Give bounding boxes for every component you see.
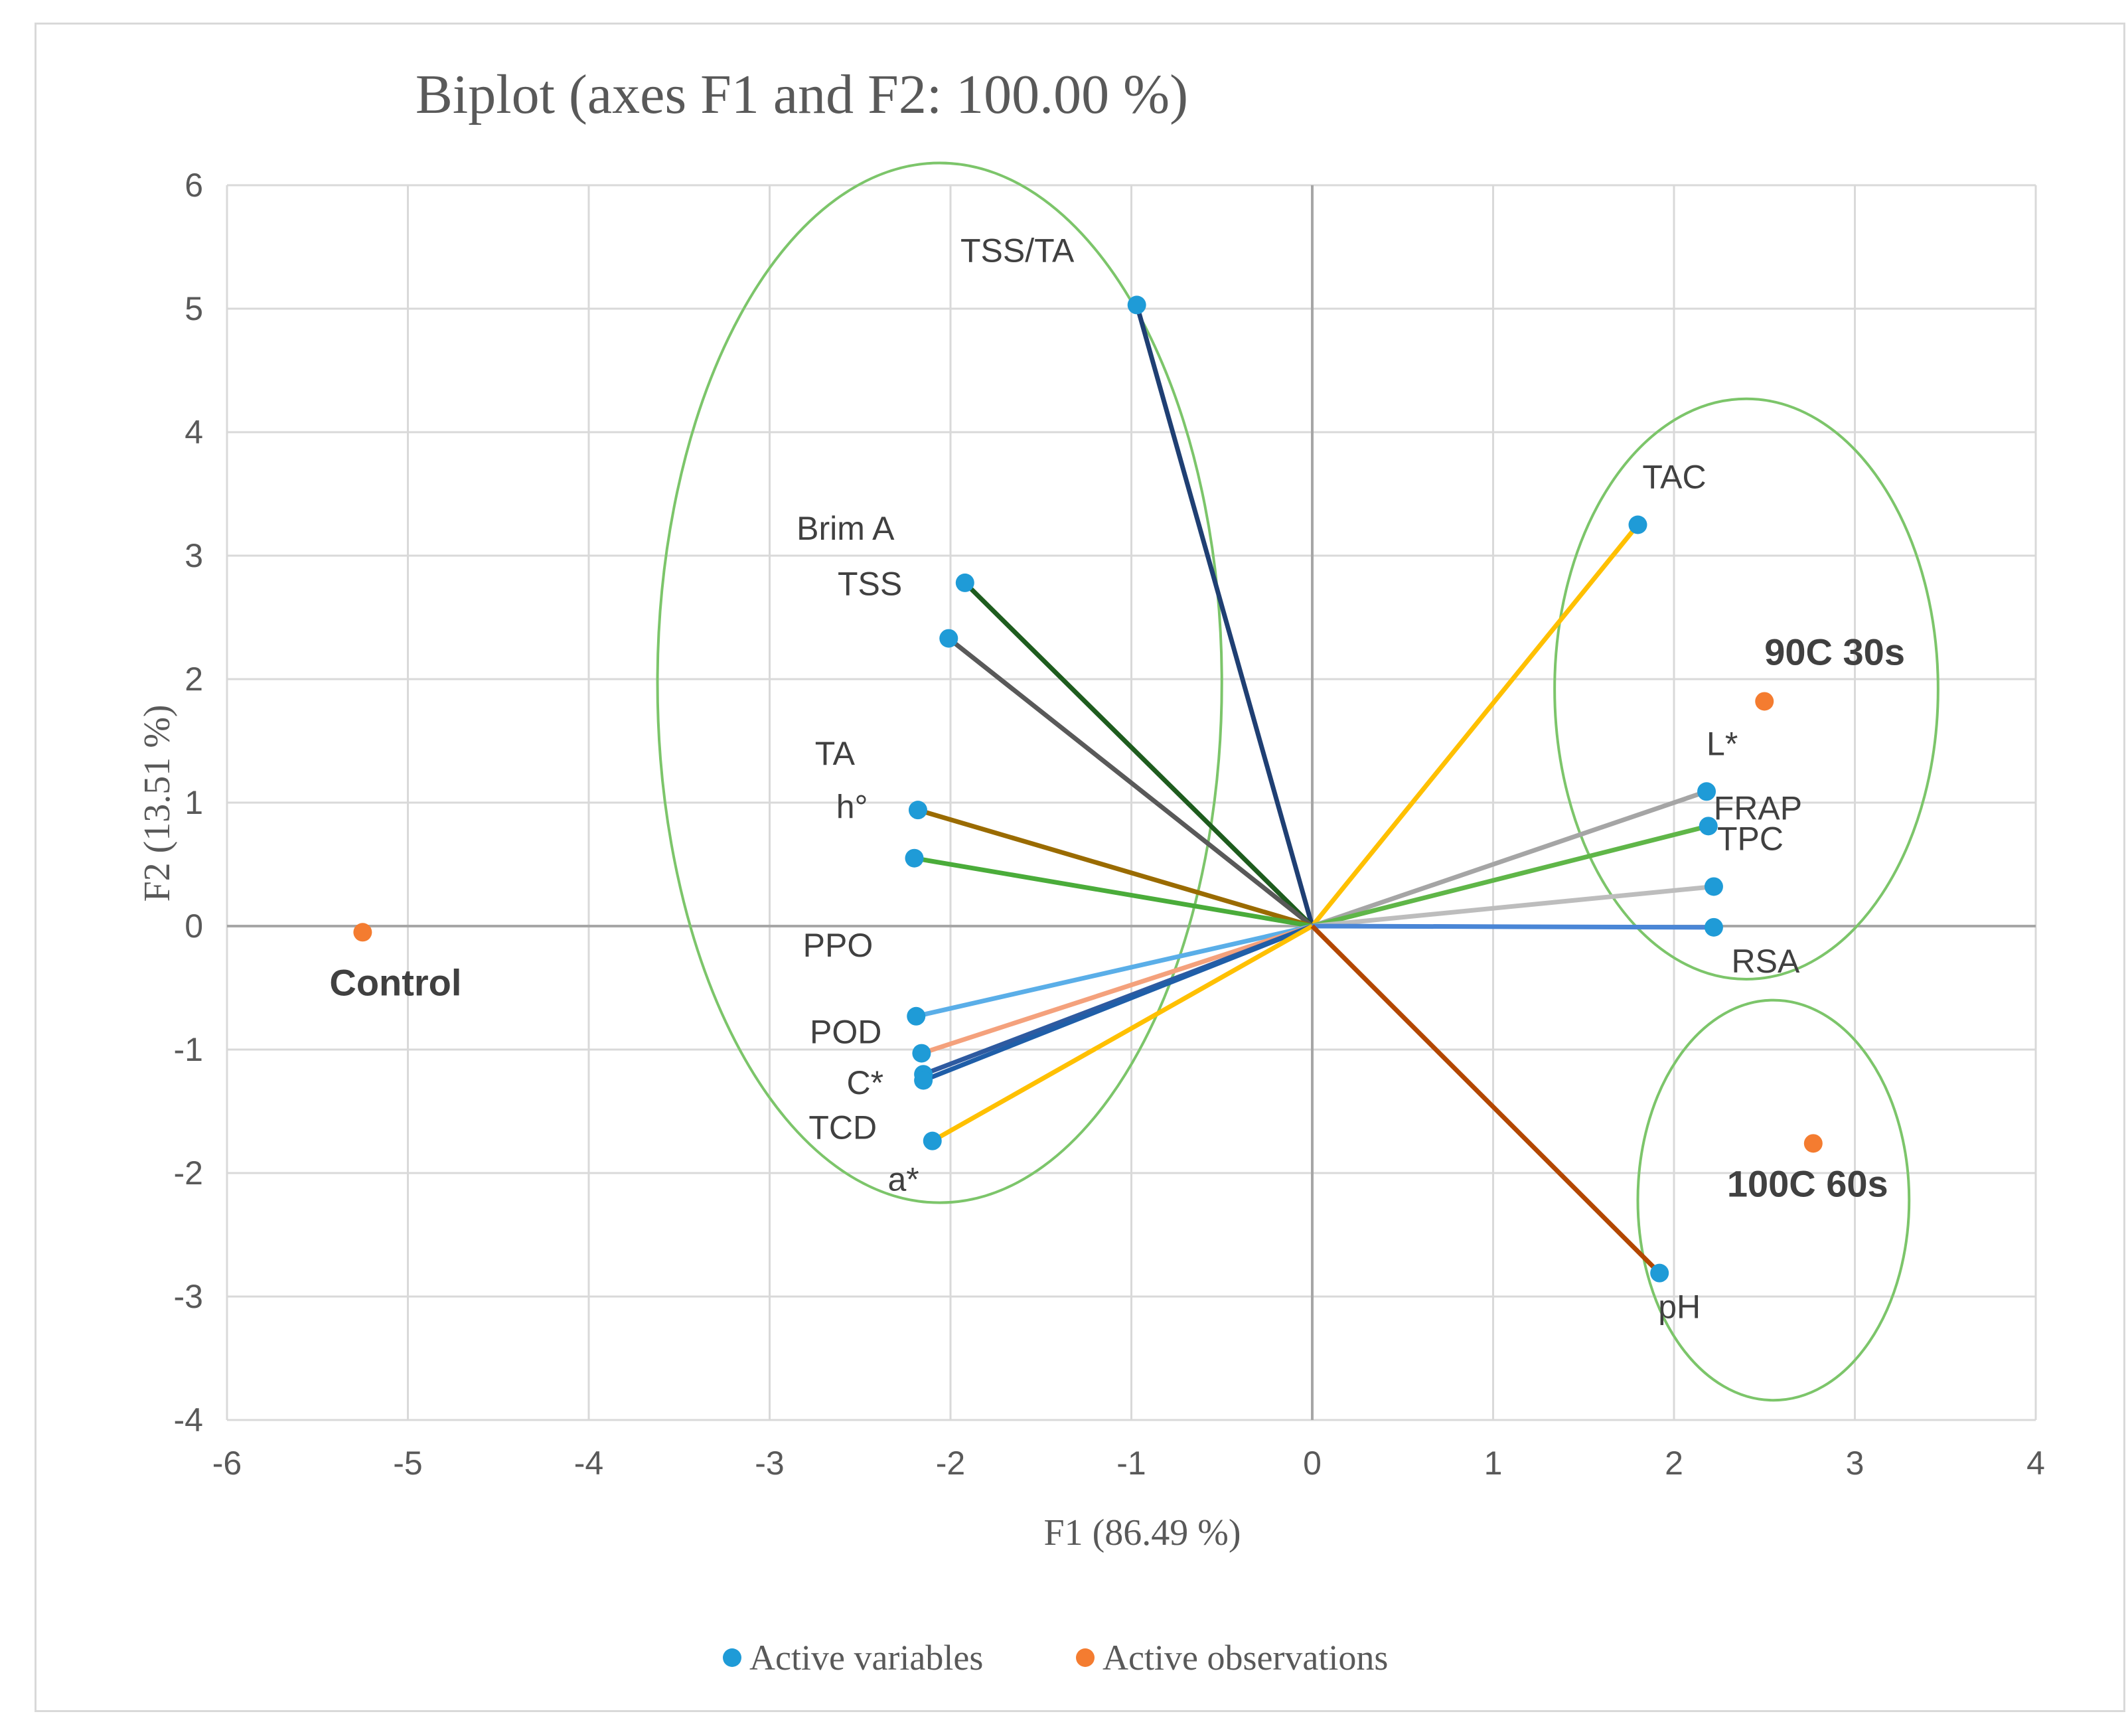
x-tick-label: 0 [1303, 1445, 1322, 1482]
biplot-svg: Biplot (axes F1 and F2: 100.00 %) -6 -5 -4… [137, 64, 2045, 1678]
variable-point-9 [1704, 917, 1723, 937]
vector-line-8 [1312, 884, 1714, 929]
x-tick-label: -5 [393, 1445, 422, 1482]
variable-label: TAC [1642, 459, 1706, 496]
variable-label: POD [810, 1014, 881, 1051]
variable-label: RSA [1732, 943, 1800, 980]
x-tick-label: 3 [1846, 1445, 1864, 1482]
variable-point-6 [1697, 782, 1716, 801]
cluster-ellipse-0 [656, 161, 1223, 1204]
vector-line-3 [947, 636, 1314, 928]
x-tick-label: -4 [574, 1445, 603, 1482]
vector-line-9 [1312, 923, 1714, 930]
variable-label: TPC [1717, 820, 1784, 857]
cluster-ellipse-1 [1553, 397, 1939, 981]
vector-line-10 [915, 923, 1313, 1019]
variable-label: PPO [803, 927, 874, 964]
variable-label: TSS/TA [960, 232, 1075, 269]
variable-label: C* [847, 1064, 884, 1101]
variable-label: TA [815, 735, 856, 772]
x-tick-label: -2 [936, 1445, 965, 1482]
x-tick-label: -3 [755, 1445, 784, 1482]
x-tick-label: 1 [1484, 1445, 1503, 1482]
y-tick-label: 4 [185, 414, 203, 451]
variable-point-15 [1650, 1263, 1669, 1283]
variable-point-13 [914, 1071, 933, 1090]
legend: Active variables Active observations [723, 1638, 1388, 1678]
observation-point-2 [1803, 1134, 1823, 1153]
variable-label: TCD [808, 1109, 877, 1146]
grid-layer [226, 184, 2037, 1421]
variable-label: TSS [838, 566, 902, 603]
observation-label: 100C 60s [1727, 1162, 1888, 1204]
observation-label: 90C 30s [1764, 631, 1905, 672]
vector-line-0 [1134, 304, 1315, 927]
legend-marker-1 [1076, 1648, 1095, 1667]
observation-label: Control [329, 961, 461, 1003]
vector-line-14 [931, 923, 1314, 1143]
variable-point-2 [955, 573, 974, 592]
variable-label: Brim A [797, 510, 895, 547]
y-tick-label: 1 [185, 784, 203, 821]
variable-label: a* [887, 1161, 919, 1198]
legend-marker-0 [723, 1648, 741, 1667]
legend-label-1: Active observations [1102, 1638, 1388, 1678]
variable-label: h° [836, 789, 868, 826]
variable-point-14 [923, 1131, 942, 1150]
variable-label: pH [1658, 1289, 1701, 1326]
variable-label: FRAP [1714, 789, 1802, 827]
observation-point-1 [1755, 692, 1774, 711]
ellipse-layer [656, 161, 1939, 1402]
variable-point-8 [1704, 877, 1723, 896]
y-axis-title: F2 (13.51 %) [137, 704, 178, 902]
variable-point-1 [1628, 515, 1647, 534]
axes-layer: -6 -5 -4 -3 -2 -1 0 1 2 3 4 -4 -3 -2 -1 0 1 2 3 4 5 6 [174, 167, 2045, 1482]
chart-title: Biplot (axes F1 and F2: 100.00 %) [416, 64, 1188, 125]
y-tick-label: 6 [185, 167, 203, 204]
vector-line-6 [1311, 789, 1708, 929]
vector-line-13 [922, 923, 1314, 1083]
x-tick-label: 2 [1665, 1445, 1683, 1482]
y-tick-label: 0 [185, 907, 203, 945]
legend-label-0: Active variables [749, 1638, 983, 1678]
x-tick-label: -6 [212, 1445, 242, 1482]
observation-point-0 [353, 923, 372, 942]
variable-point-5 [905, 848, 924, 868]
vector-line-11 [921, 923, 1314, 1056]
y-tick-label: -4 [174, 1401, 203, 1439]
vector-line-7 [1312, 823, 1709, 929]
variable-point-7 [1699, 817, 1718, 836]
variable-point-3 [939, 629, 958, 648]
y-tick-label: 2 [185, 661, 203, 698]
vector-line-5 [913, 856, 1313, 929]
x-axis-title: F1 (86.49 %) [1043, 1512, 1241, 1553]
y-tick-label: 5 [185, 290, 203, 327]
vector-line-4 [917, 807, 1313, 929]
y-tick-label: 3 [185, 537, 203, 574]
x-tick-label: 4 [2026, 1445, 2045, 1482]
y-tick-label: -2 [174, 1154, 203, 1192]
variable-label: L* [1707, 725, 1738, 762]
chart-frame: Biplot (axes F1 and F2: 100.00 %) -6 -5 -4… [35, 23, 2125, 1712]
variable-point-4 [908, 801, 927, 820]
variable-point-11 [912, 1044, 931, 1063]
cluster-ellipse-2 [1636, 998, 1911, 1402]
x-tick-label: -1 [1116, 1445, 1146, 1482]
vector-line-2 [963, 581, 1314, 928]
y-tick-label: -1 [174, 1031, 203, 1068]
vector-line-1 [1310, 523, 1640, 928]
vector-line-15 [1310, 924, 1661, 1275]
y-tick-label: -3 [174, 1278, 203, 1315]
variable-point-0 [1127, 295, 1146, 315]
vector-layer [913, 304, 1714, 1275]
point-layer [353, 295, 1823, 1283]
variable-point-10 [907, 1006, 926, 1026]
